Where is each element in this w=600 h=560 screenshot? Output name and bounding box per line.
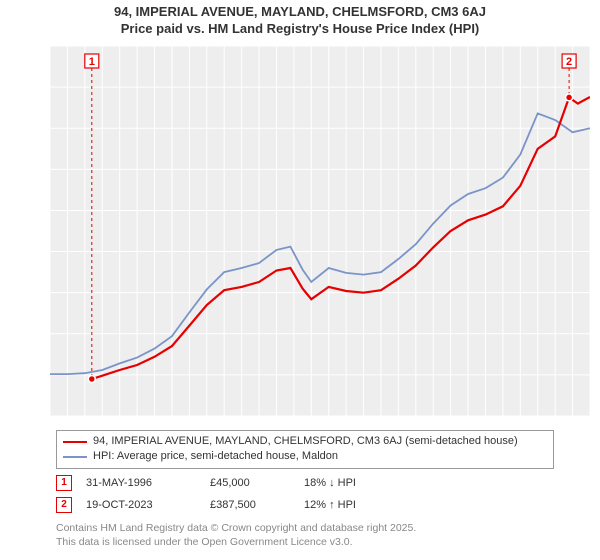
legend-swatch bbox=[63, 441, 87, 443]
footer-line-2: This data is licensed under the Open Gov… bbox=[56, 536, 416, 550]
transaction-price: £387,500 bbox=[210, 499, 290, 511]
footer-line-1: Contains HM Land Registry data © Crown c… bbox=[56, 522, 416, 536]
transaction-row: 2 19-OCT-2023 £387,500 12% ↑ HPI bbox=[56, 494, 540, 516]
footer-attribution: Contains HM Land Registry data © Crown c… bbox=[56, 522, 416, 549]
legend-swatch bbox=[63, 456, 87, 458]
price-chart: £0£50K£100K£150K£200K£250K£300K£350K£400… bbox=[50, 46, 590, 416]
svg-text:1: 1 bbox=[89, 56, 95, 68]
legend-item: 94, IMPERIAL AVENUE, MAYLAND, CHELMSFORD… bbox=[63, 434, 547, 449]
legend-label: 94, IMPERIAL AVENUE, MAYLAND, CHELMSFORD… bbox=[93, 434, 518, 449]
chart-legend: 94, IMPERIAL AVENUE, MAYLAND, CHELMSFORD… bbox=[56, 430, 554, 469]
transaction-badge: 1 bbox=[56, 475, 72, 491]
svg-text:2: 2 bbox=[566, 56, 572, 68]
title-line-2: Price paid vs. HM Land Registry's House … bbox=[0, 21, 600, 38]
transaction-price: £45,000 bbox=[210, 477, 290, 489]
transaction-row: 1 31-MAY-1996 £45,000 18% ↓ HPI bbox=[56, 472, 540, 494]
transaction-delta: 18% ↓ HPI bbox=[304, 477, 540, 489]
legend-label: HPI: Average price, semi-detached house,… bbox=[93, 449, 338, 464]
transaction-table: 1 31-MAY-1996 £45,000 18% ↓ HPI 2 19-OCT… bbox=[56, 472, 540, 516]
title-line-1: 94, IMPERIAL AVENUE, MAYLAND, CHELMSFORD… bbox=[0, 4, 600, 21]
transaction-date: 19-OCT-2023 bbox=[86, 499, 196, 511]
legend-item: HPI: Average price, semi-detached house,… bbox=[63, 449, 547, 464]
transaction-date: 31-MAY-1996 bbox=[86, 477, 196, 489]
transaction-delta: 12% ↑ HPI bbox=[304, 499, 540, 511]
transaction-badge: 2 bbox=[56, 497, 72, 513]
chart-title: 94, IMPERIAL AVENUE, MAYLAND, CHELMSFORD… bbox=[0, 0, 600, 38]
